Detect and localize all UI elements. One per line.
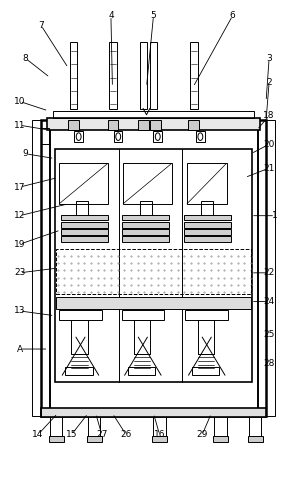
Bar [88,414,100,437]
Bar [70,42,77,109]
Text: 16: 16 [154,430,165,439]
Bar [87,436,102,442]
Bar [122,236,169,242]
Bar [214,414,227,437]
Text: 11: 11 [14,121,25,130]
Text: 5: 5 [151,11,156,20]
Text: 26: 26 [120,430,132,439]
Bar [109,42,117,109]
Bar [138,120,149,130]
Text: 19: 19 [14,240,25,249]
Bar [134,320,150,354]
Bar [56,249,251,294]
Bar [65,366,93,375]
Bar [184,236,231,242]
Bar [188,120,199,130]
Bar [140,42,146,109]
Text: 14: 14 [32,430,44,439]
Bar [266,120,275,416]
Bar [198,320,214,354]
Bar [122,215,169,220]
Bar [123,163,172,204]
Text: 27: 27 [96,430,107,439]
Bar [114,131,122,142]
Text: 24: 24 [263,297,275,306]
Text: 20: 20 [263,140,275,149]
Bar [152,436,167,442]
Bar [41,120,50,416]
Bar [201,201,213,216]
Text: 28: 28 [263,359,275,368]
Text: 6: 6 [230,11,235,20]
Bar [154,131,162,142]
Text: 8: 8 [23,54,29,63]
Text: 29: 29 [196,430,208,439]
Bar [71,320,88,354]
Text: 13: 13 [14,307,25,316]
Text: 22: 22 [263,268,275,277]
Text: 3: 3 [266,54,272,63]
Text: 10: 10 [14,97,25,106]
Bar [150,42,157,109]
Bar [185,310,228,320]
Bar [213,436,228,442]
Bar [184,215,231,220]
Bar [150,120,161,130]
Bar [154,414,166,437]
Bar [41,127,49,144]
Bar [47,118,260,130]
Bar [56,297,251,308]
Bar [76,201,88,216]
Text: 21: 21 [263,163,275,172]
Bar [187,163,227,204]
Bar [249,414,262,437]
Text: 9: 9 [23,149,29,158]
Bar [140,201,152,216]
Bar [61,215,108,220]
Text: 2: 2 [266,78,272,87]
Bar [122,222,169,228]
Bar [53,111,254,118]
Bar [61,229,108,235]
Bar [50,414,62,437]
Bar [128,366,155,375]
Bar [196,131,204,142]
Bar [122,229,169,235]
Text: 15: 15 [66,430,77,439]
Bar [108,120,118,130]
Bar [41,408,266,417]
Text: 4: 4 [108,11,114,20]
Text: 25: 25 [263,330,275,339]
Bar [59,163,108,204]
Bar [68,120,79,130]
Bar [49,436,64,442]
Bar [248,436,263,442]
Bar [184,222,231,228]
Text: 18: 18 [263,111,275,120]
Bar [61,236,108,242]
Text: 12: 12 [14,211,25,220]
Text: 7: 7 [38,21,44,30]
Bar [184,229,231,235]
Text: 1: 1 [272,211,278,220]
Bar [257,120,266,416]
Bar [192,366,219,375]
Bar [61,222,108,228]
Bar [32,120,41,416]
Bar [59,310,102,320]
Text: 23: 23 [14,268,25,277]
Bar [41,120,266,416]
Text: A: A [17,344,23,354]
Bar [122,310,164,320]
Bar [190,42,198,109]
Text: 17: 17 [14,182,25,192]
Bar [55,149,252,382]
Bar [74,131,83,142]
Bar [49,127,258,409]
